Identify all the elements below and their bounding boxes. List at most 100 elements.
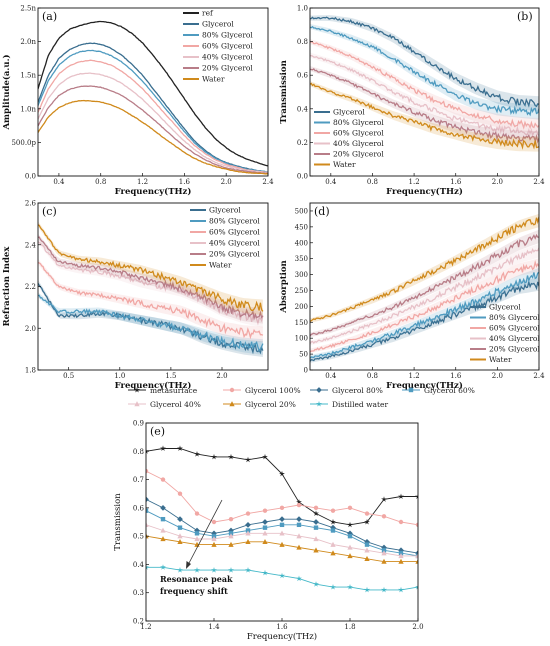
y-axis-label: Refraction Index: [2, 246, 12, 327]
y-tick-label: 1.0n: [20, 105, 36, 113]
data-point: [330, 550, 336, 556]
series-line: [310, 260, 539, 353]
series-line: [310, 68, 539, 144]
data-point: [160, 445, 166, 451]
y-tick-label: 0.5: [133, 533, 144, 541]
legend-entry: Water: [489, 355, 512, 364]
data-point: [364, 518, 370, 525]
data-point: [347, 505, 353, 511]
series-band: [310, 229, 539, 338]
series-band: [310, 267, 539, 360]
y-tick-label: 0.7: [133, 476, 144, 484]
legend-marker: [408, 387, 414, 393]
data-point: [279, 572, 285, 579]
data-point: [228, 567, 234, 573]
data-point: [160, 536, 166, 542]
data-point: [415, 493, 418, 499]
data-point: [296, 522, 302, 528]
data-point: [330, 518, 336, 525]
data-point: [296, 499, 302, 505]
data-point: [313, 536, 319, 542]
x-tick-label: 1.6: [276, 623, 288, 631]
data-point: [347, 553, 353, 559]
series-line: [310, 216, 539, 323]
panel-b: 0.4 0.8 1.2 1.6 2.0 2.4 0.0 0.2 0.4 0.6 0.8 1.0 Freq…: [279, 5, 545, 198]
data-point: [160, 477, 166, 482]
y-tick-label: 400: [295, 239, 308, 247]
series-line: [146, 448, 418, 526]
data-point: [146, 508, 149, 513]
data-point: [194, 567, 200, 573]
legend-entry: 20% Glycerol: [209, 250, 260, 259]
y-tick-label: 1.5n: [20, 72, 36, 80]
series-line: [310, 279, 539, 362]
legend-marker: [316, 400, 322, 407]
data-point: [211, 453, 217, 460]
series-line: [38, 261, 264, 340]
data-point: [211, 536, 217, 542]
series-line: [310, 40, 539, 130]
plot-frame: [37, 7, 269, 177]
data-point: [228, 541, 234, 547]
data-point: [245, 567, 251, 573]
data-point: [160, 516, 166, 522]
legend-entry: Distilled water: [332, 400, 388, 409]
legend-entry: Glycerol 40%: [150, 400, 201, 409]
data-point: [415, 558, 418, 564]
x-tick-label: 1.6: [179, 178, 191, 186]
panel-c: 0.5 1.0 1.5 2.0 1.8 2.0 2.2 2.4 2.6 Frequency(THz…: [2, 200, 269, 391]
x-tick-label: 0.5: [63, 372, 74, 380]
data-point: [262, 519, 268, 525]
x-tick-label: 1.5: [165, 372, 176, 380]
x-tick-label: 2.4: [533, 372, 545, 380]
legend-entry: 80% Glycerol: [209, 217, 260, 226]
series-band: [38, 292, 263, 355]
legend-entry: metasurface: [150, 386, 198, 395]
legend-entry: Water: [333, 160, 356, 169]
series-line: [310, 54, 539, 138]
y-tick-label: 0.2: [133, 618, 144, 626]
legend-entry: Glycerol 20%: [245, 400, 296, 409]
y-tick-label: 150: [295, 319, 308, 327]
legend-entry: Glycerol 60%: [424, 386, 475, 395]
y-tick-label: 0.3: [133, 589, 144, 597]
data-point: [330, 584, 336, 590]
data-point: [228, 516, 234, 522]
data-point: [262, 525, 268, 530]
data-point: [313, 519, 319, 525]
legend-entry: 40% Glycerol: [333, 139, 384, 148]
legend-entry: 60% Glycerol: [489, 324, 540, 333]
y-tick-label: 250: [295, 287, 308, 295]
data-point: [398, 519, 404, 525]
series-line: [310, 16, 539, 108]
x-tick-label: 1.6: [450, 178, 462, 186]
y-tick-label: 0.4: [133, 561, 145, 569]
series-band: [310, 81, 539, 152]
data-point: [211, 519, 217, 525]
series-band: [310, 15, 539, 112]
data-point: [279, 516, 285, 523]
series-line: [38, 236, 264, 321]
plot-frame: [309, 7, 540, 177]
series-group: [310, 213, 539, 363]
y-axis-label: Absorption: [279, 260, 289, 313]
data-point: [177, 525, 183, 530]
data-point: [313, 581, 319, 587]
legend-entry: Glycerol: [202, 20, 234, 29]
legend-entry: Water: [209, 261, 232, 270]
data-point: [245, 538, 251, 544]
data-point: [364, 555, 370, 561]
x-axis-label: Frequency(THz): [386, 380, 463, 391]
legend-entry: Glycerol: [333, 108, 365, 117]
data-point: [313, 510, 319, 516]
series-line: [38, 42, 268, 173]
data-point: [398, 493, 404, 499]
data-point: [245, 456, 251, 463]
series-line: [310, 233, 539, 337]
y-tick-label: 0.0: [25, 173, 36, 181]
series-line: [38, 49, 268, 173]
y-tick-label: 0.2: [297, 139, 308, 147]
data-point: [415, 584, 418, 590]
